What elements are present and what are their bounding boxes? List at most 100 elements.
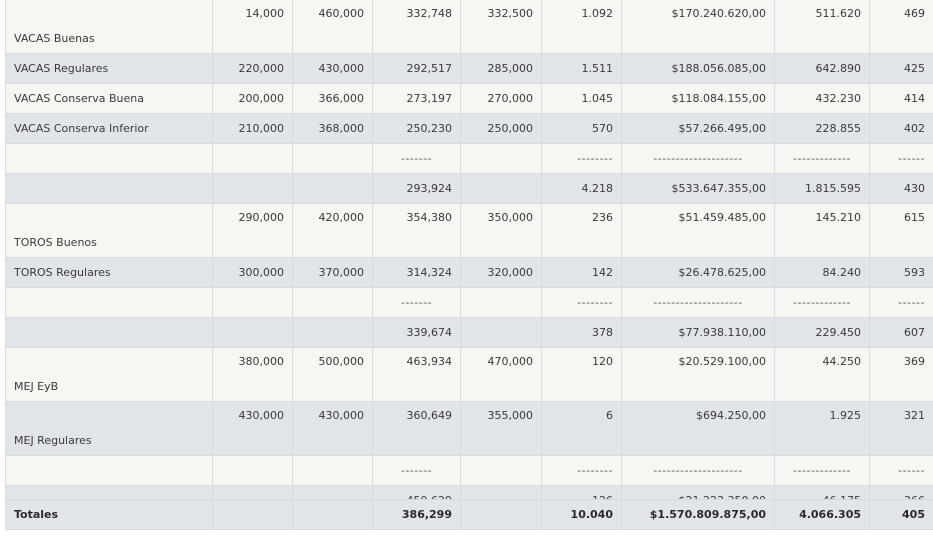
row-label	[5, 317, 213, 348]
separator-row: ------- -------- -------------------- -----…	[5, 287, 933, 318]
separator-cell	[212, 455, 293, 486]
value-cell: 314,324	[372, 257, 461, 288]
separator-cell: ------	[869, 143, 933, 174]
totals-cell: 4.066.305	[774, 499, 870, 530]
separator-row: ------- -------- -------------------- -----…	[5, 455, 933, 486]
value-cell: 44.250	[774, 347, 870, 402]
row-label: TOROS Buenos	[5, 203, 213, 258]
value-cell: 500,000	[292, 347, 373, 402]
table-row: VACAS Buenas 14,000 460,000 332,748 332,500 1…	[5, 0, 933, 54]
value-cell	[460, 317, 542, 348]
value-cell: $694.250,00	[621, 401, 775, 456]
row-label: VACAS Regulares	[5, 53, 213, 84]
value-cell: $188.056.085,00	[621, 53, 775, 84]
value-cell: 250,230	[372, 113, 461, 144]
value-cell: 220,000	[212, 53, 293, 84]
value-cell: 463,934	[372, 347, 461, 402]
value-cell: 1.092	[541, 0, 622, 54]
value-cell: 270,000	[460, 83, 542, 114]
value-cell: 14,000	[212, 0, 293, 54]
value-cell: 1.815.595	[774, 173, 870, 204]
value-cell: 642.890	[774, 53, 870, 84]
value-cell: $170.240.620,00	[621, 0, 775, 54]
value-cell: 145.210	[774, 203, 870, 258]
value-cell: 350,000	[460, 203, 542, 258]
value-cell: 402	[869, 113, 933, 144]
row-label	[5, 455, 213, 486]
separator-cell: --------------------	[621, 455, 775, 486]
value-cell: 378	[541, 317, 622, 348]
separator-cell	[212, 143, 293, 174]
value-cell: 511.620	[774, 0, 870, 54]
value-cell: 369	[869, 347, 933, 402]
value-cell: 420,000	[292, 203, 373, 258]
value-cell: 425	[869, 53, 933, 84]
value-cell: 368,000	[292, 113, 373, 144]
row-label: MEJ Regulares	[5, 401, 213, 456]
separator-cell: --------------------	[621, 143, 775, 174]
value-cell: 229.450	[774, 317, 870, 348]
table-row: VACAS Conserva Buena 200,000 366,000 273,19…	[5, 83, 933, 114]
value-cell	[292, 317, 373, 348]
separator-cell: --------	[541, 455, 622, 486]
value-cell: 360,649	[372, 401, 461, 456]
value-cell: 1.511	[541, 53, 622, 84]
totals-cell	[212, 499, 293, 530]
totals-label: Totales	[5, 499, 213, 530]
value-cell: 292,517	[372, 53, 461, 84]
totals-cell: 405	[869, 499, 933, 530]
row-label: VACAS Conserva Buena	[5, 83, 213, 114]
separator-cell	[460, 287, 542, 318]
totals-cell: 10.040	[541, 499, 622, 530]
table-row: MEJ EyB 380,000 500,000 463,934 470,000 120 $2…	[5, 347, 933, 402]
value-cell: 607	[869, 317, 933, 348]
separator-cell: ------	[869, 455, 933, 486]
subtotal-row: 339,674 378 $77.938.110,00 229.450 607	[5, 317, 933, 348]
table-row: MEJ Regulares 430,000 430,000 360,649 355,00…	[5, 401, 933, 456]
value-cell: 460,000	[292, 0, 373, 54]
value-cell: 320,000	[460, 257, 542, 288]
value-cell: 285,000	[460, 53, 542, 84]
separator-cell: -------------	[774, 455, 870, 486]
separator-cell: -------	[372, 143, 461, 174]
value-cell: 570	[541, 113, 622, 144]
table-row: TOROS Buenos 290,000 420,000 354,380 350,000…	[5, 203, 933, 258]
separator-cell	[292, 287, 373, 318]
table-row: VACAS Conserva Inferior 210,000 368,000 250…	[5, 113, 933, 144]
stock-table-container: VACAS Buenas 14,000 460,000 332,748 332,500 1…	[5, 0, 933, 516]
value-cell: 615	[869, 203, 933, 258]
separator-cell	[292, 455, 373, 486]
value-cell: 380,000	[212, 347, 293, 402]
value-cell	[212, 317, 293, 348]
totals-cell: 386,299	[372, 499, 461, 530]
value-cell: 321	[869, 401, 933, 456]
totals-cell	[292, 499, 373, 530]
value-cell: 1.045	[541, 83, 622, 114]
totals-cell: $1.570.809.875,00	[621, 499, 775, 530]
value-cell: 355,000	[460, 401, 542, 456]
value-cell: 290,000	[212, 203, 293, 258]
value-cell: $533.647.355,00	[621, 173, 775, 204]
value-cell: $20.529.100,00	[621, 347, 775, 402]
value-cell: 354,380	[372, 203, 461, 258]
value-cell: 430,000	[292, 53, 373, 84]
value-cell: 293,924	[372, 173, 461, 204]
value-cell: 432.230	[774, 83, 870, 114]
row-label: MEJ EyB	[5, 347, 213, 402]
value-cell: 236	[541, 203, 622, 258]
value-cell: $77.938.110,00	[621, 317, 775, 348]
separator-cell: -------------	[774, 287, 870, 318]
value-cell: 6	[541, 401, 622, 456]
separator-cell: -------	[372, 455, 461, 486]
row-label: TOROS Regulares	[5, 257, 213, 288]
value-cell: 469	[869, 0, 933, 54]
separator-cell	[460, 143, 542, 174]
value-cell: $26.478.625,00	[621, 257, 775, 288]
value-cell: 470,000	[460, 347, 542, 402]
value-cell: 593	[869, 257, 933, 288]
row-label: VACAS Conserva Inferior	[5, 113, 213, 144]
value-cell: $57.266.495,00	[621, 113, 775, 144]
stock-table: VACAS Buenas 14,000 460,000 332,748 332,500 1…	[5, 0, 933, 516]
row-label: VACAS Buenas	[5, 0, 213, 54]
separator-cell: --------	[541, 143, 622, 174]
